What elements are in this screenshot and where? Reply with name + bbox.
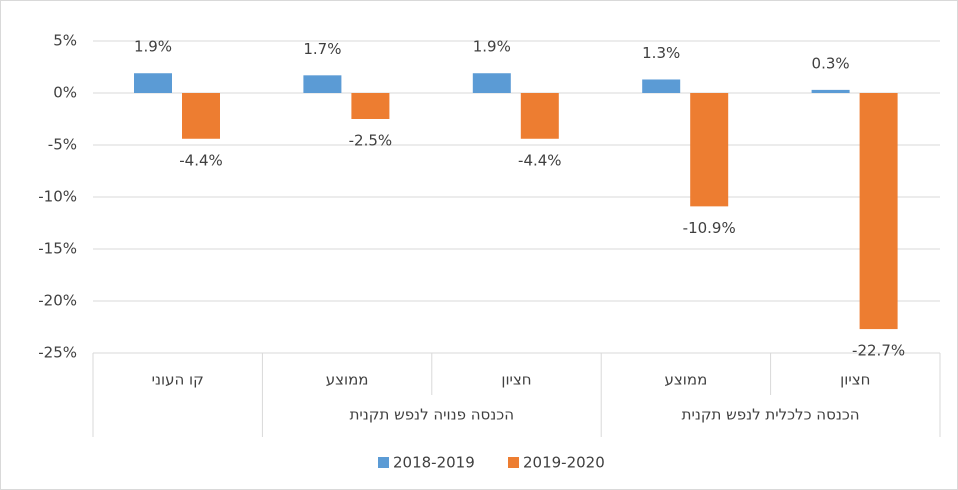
y-tick-label: 0% xyxy=(53,84,77,102)
data-label: -4.4% xyxy=(179,151,223,169)
data-label: 1.3% xyxy=(642,44,680,62)
bar xyxy=(859,93,898,330)
data-label: 1.7% xyxy=(303,40,341,58)
data-label: -10.9% xyxy=(683,219,736,237)
data-label: 1.9% xyxy=(473,38,511,56)
y-tick-label: -15% xyxy=(38,240,77,258)
x-tick-label: קו העוני xyxy=(152,371,204,389)
legend-swatch xyxy=(378,457,389,468)
y-tick-label: -5% xyxy=(48,136,77,154)
bar xyxy=(303,75,342,93)
bar xyxy=(811,89,850,93)
legend-label: 2018-2019 xyxy=(393,454,475,472)
y-tick-label: -25% xyxy=(38,344,77,362)
data-label: -4.4% xyxy=(518,151,562,169)
group-label: הכנסה פנויה לנפש תקנית xyxy=(350,406,514,424)
data-label: 0.3% xyxy=(812,54,850,72)
data-label: -2.5% xyxy=(349,132,393,150)
y-tick-label: -20% xyxy=(38,292,77,310)
x-tick-label: חציון xyxy=(840,371,870,389)
legend-label: 2019-2020 xyxy=(523,454,605,472)
bar xyxy=(642,79,681,93)
bar xyxy=(690,93,729,207)
x-tick-label: ממוצע xyxy=(665,371,708,389)
legend-swatch xyxy=(508,457,519,468)
x-tick-label: ממוצע xyxy=(326,371,369,389)
data-label: 1.9% xyxy=(134,38,172,56)
data-label: -22.7% xyxy=(852,342,905,360)
x-tick-label: חציון xyxy=(501,371,531,389)
bar xyxy=(520,93,559,139)
bar xyxy=(351,93,390,119)
y-tick-label: 5% xyxy=(53,32,77,50)
bar xyxy=(134,73,172,93)
bar xyxy=(182,93,220,139)
y-tick-label: -10% xyxy=(38,188,77,206)
group-label: הכנסה כלכלית לנפש תקנית xyxy=(682,406,860,424)
bar xyxy=(472,73,511,93)
